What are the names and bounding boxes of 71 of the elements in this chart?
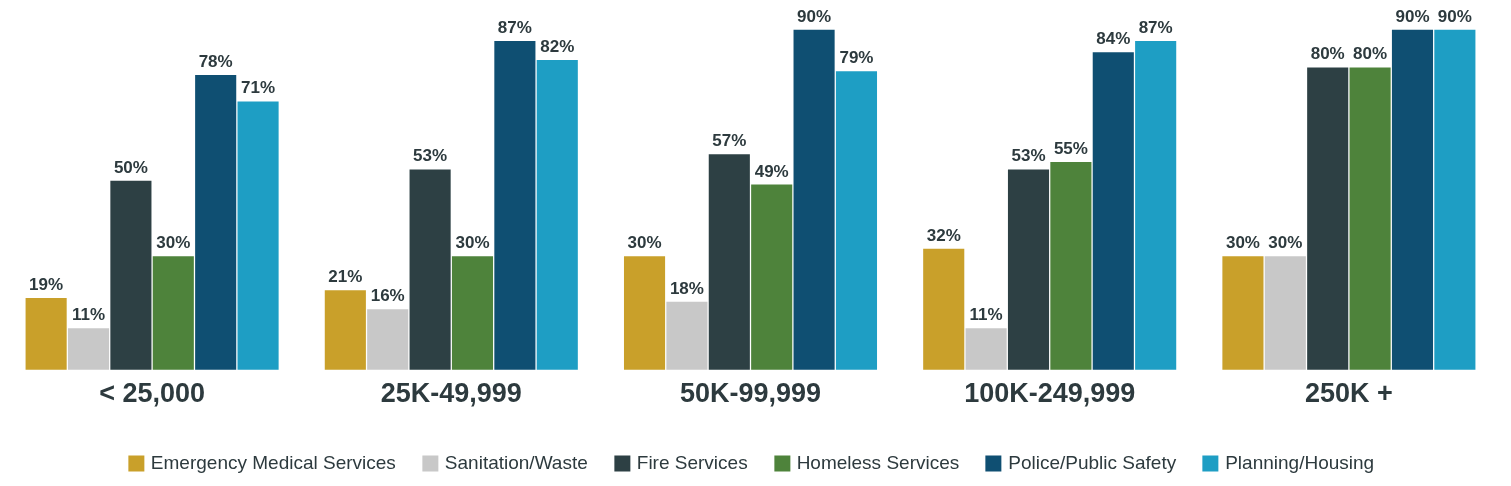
bar [367,309,409,370]
bar [793,29,835,370]
bar [25,297,67,370]
bar [666,301,708,370]
legend-label: Police/Public Safety [1008,452,1177,474]
data-label: 90% [1395,6,1430,26]
data-label: 90% [797,6,832,26]
bar [1222,256,1264,370]
bar [1434,29,1476,370]
data-label: 32% [926,225,961,245]
bar [1050,161,1092,370]
data-label: 90% [1437,6,1472,26]
bar [1349,67,1391,370]
x-tick-label: 25K-49,999 [380,377,522,408]
data-label: 19% [29,274,64,294]
data-label: 87% [1138,18,1173,38]
data-label: 82% [540,36,575,56]
data-label: 21% [328,267,363,287]
data-label: 84% [1096,29,1131,49]
data-label: 71% [241,78,276,98]
data-label: 53% [413,146,448,166]
data-label: 53% [1011,146,1046,166]
bar [110,180,152,370]
bar [536,59,578,370]
bar [835,71,878,370]
data-label: 50% [113,157,148,177]
data-label: 57% [712,131,747,151]
bar [237,101,279,370]
data-label: 78% [198,52,233,72]
bar [1264,256,1306,370]
data-label: 30% [627,233,662,253]
x-tick-label: 250K + [1304,377,1393,408]
bar [923,248,965,370]
data-label: 11% [969,305,1003,325]
data-label: 80% [1310,44,1345,64]
x-tick-label: < 25,000 [99,377,206,408]
bar [1307,67,1349,370]
x-tick-label: 100K-249,999 [964,377,1136,408]
legend-label: Emergency Medical Services [150,452,396,474]
bar [1007,169,1050,370]
data-label: 55% [1053,138,1088,158]
bar [152,256,194,370]
legend-label: Homeless Services [796,452,960,474]
bar [1135,41,1177,370]
data-label: 30% [156,233,191,253]
data-label: 79% [839,48,874,68]
bar [965,328,1007,370]
data-label: 49% [754,161,789,181]
data-label: 30% [1225,233,1260,253]
bar [1391,29,1434,370]
data-label: 30% [1268,233,1303,253]
bar [623,256,666,370]
legend-label: Fire Services [636,452,748,474]
x-tick-label: 50K-99,999 [679,377,822,408]
legend-label: Planning/Housing [1225,452,1375,474]
data-label: 18% [669,278,704,298]
bar [67,328,110,370]
bar [494,41,536,370]
data-label: 30% [455,233,490,253]
legend-label: Sanitation/Waste [444,452,588,474]
bar [751,184,793,370]
data-label: 16% [370,286,405,306]
data-label: 87% [497,18,532,38]
bar [451,256,494,370]
bar [324,290,366,370]
data-label: 11% [71,305,106,325]
bar [708,154,750,370]
data-label: 80% [1353,44,1388,64]
bar [409,169,451,370]
bar [195,75,237,370]
bar [1092,52,1134,370]
